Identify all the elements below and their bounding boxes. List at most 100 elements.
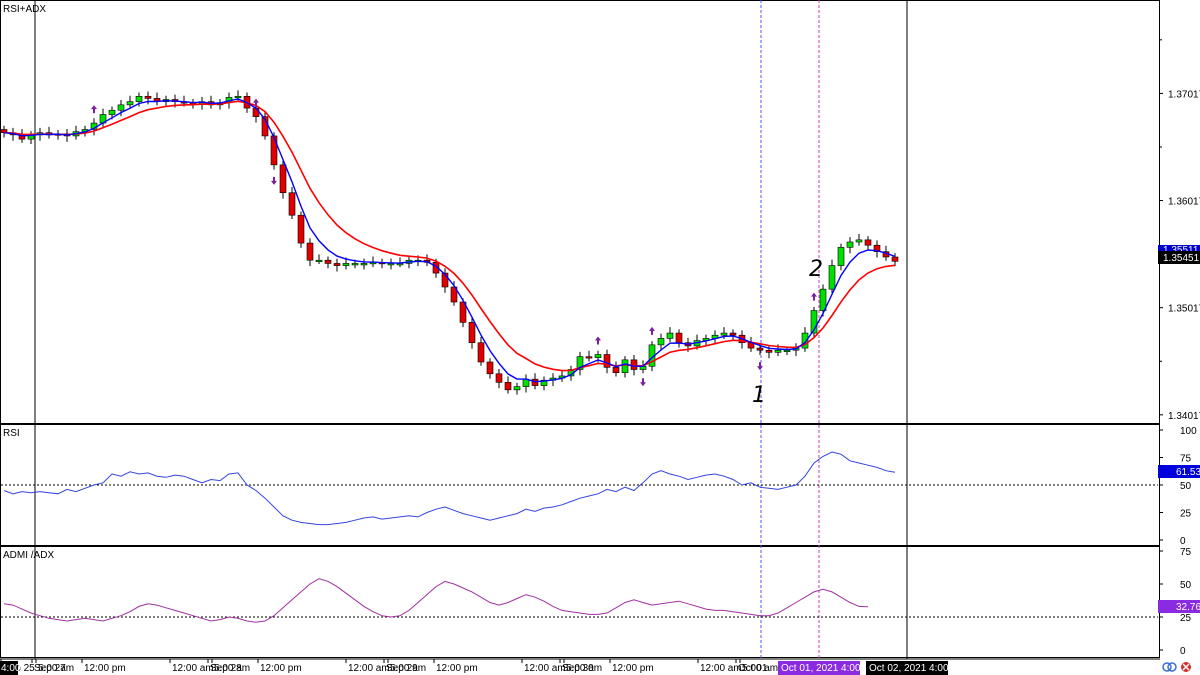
time-tag-2: Oct 02, 2021 4:00 am — [866, 661, 965, 675]
candle-body — [288, 192, 296, 216]
candle-body — [801, 332, 809, 349]
candle-body — [441, 272, 449, 288]
time-tag-left: 4:00 — [1, 663, 21, 674]
candle-body — [585, 356, 593, 359]
adx-value-label: 32.76 — [1176, 602, 1200, 613]
candle-body — [621, 359, 629, 374]
price-panel-title: RSI+ADX — [3, 4, 46, 15]
candle-body — [819, 288, 827, 311]
price-tick-label: 1.35017 — [1168, 304, 1200, 315]
candle-body — [675, 332, 683, 344]
time-tick-label: Sep 27 — [34, 663, 66, 674]
link-icon[interactable] — [1162, 662, 1177, 672]
candle-body — [666, 332, 674, 339]
close-icon[interactable] — [1181, 662, 1191, 672]
up-arrow-icon — [91, 105, 97, 114]
time-tick-label: 5:00 am — [566, 663, 602, 674]
time-tick-label: Sep 29 — [386, 663, 418, 674]
vertical-marker-lines — [34, 0, 908, 659]
up-arrow-icon — [595, 336, 601, 345]
candle-body — [765, 349, 773, 353]
annotation-2: 2 — [809, 257, 823, 282]
time-tick-label: 5:00 am — [38, 663, 74, 674]
candle-body — [828, 265, 836, 290]
rsi-value-tag: 61.53 — [1158, 465, 1200, 478]
panel-frames — [0, 0, 1160, 658]
moving-averages — [3, 98, 896, 383]
candle-body — [144, 95, 152, 99]
rsi-tick-label: 50 — [1180, 481, 1192, 492]
rsi-tick-label: 25 — [1180, 509, 1192, 520]
price-axis: 1.37017 1.36017 1.35017 1.34017 — [1159, 39, 1200, 422]
candle-body — [720, 332, 728, 336]
candle-body — [450, 286, 458, 303]
candle-body — [495, 373, 503, 383]
candle-body — [234, 95, 242, 99]
down-arrow-icon — [640, 378, 646, 387]
rsi-tick-label: 75 — [1180, 454, 1192, 465]
adx-tick-label: 0 — [1180, 646, 1186, 657]
candle-body — [810, 310, 818, 334]
price-tick-label: 1.34017 — [1168, 411, 1200, 422]
candle-body — [612, 367, 620, 374]
candle-body — [360, 263, 368, 266]
current-price-label: 1.35451 — [1163, 253, 1200, 264]
signal-arrows — [91, 98, 817, 387]
rsi-value-label: 61.53 — [1176, 467, 1200, 478]
up-arrow-icon — [253, 98, 259, 107]
candle-body — [774, 349, 782, 353]
candle-body — [891, 256, 899, 262]
time-tick-label: 12:00 pm — [260, 663, 302, 674]
candle-body — [576, 356, 584, 370]
time-tick-label: 12:00 pm — [612, 663, 654, 674]
candle-body — [315, 259, 323, 263]
rsi-line — [3, 451, 896, 526]
time-tick-label: 12:00 pm — [84, 663, 126, 674]
candle-body — [135, 95, 143, 102]
candle-body — [270, 135, 278, 166]
candle-body — [864, 239, 872, 246]
rsi-tick-label: 0 — [1180, 536, 1186, 547]
time-tick-label: Sep 28 — [210, 663, 242, 674]
adx-tick-label: 75 — [1180, 547, 1192, 558]
adx-panel-title: ADMI /ADX — [3, 550, 54, 561]
candle-body — [783, 349, 791, 353]
time-tick-label: Sep 25 — [3, 663, 35, 674]
candle-body — [468, 322, 476, 344]
candle-body — [846, 241, 854, 248]
candle-body — [333, 263, 341, 266]
candle-body — [459, 301, 467, 323]
time-tag-1: Oct 01, 2021 4:00 pm — [778, 661, 877, 675]
candle-body — [126, 101, 134, 106]
time-tick-label: 12:00 am — [700, 663, 742, 674]
price-tick-label: 1.37017 — [1168, 89, 1200, 100]
time-tick-label: 5:00 am — [742, 663, 778, 674]
last-price-tag: 1.35511 1.35451 — [1158, 245, 1200, 264]
up-arrow-icon — [811, 292, 817, 301]
candle-body — [873, 244, 881, 252]
candle-body — [324, 259, 332, 264]
candle-body — [306, 242, 314, 261]
candle-body — [540, 379, 548, 386]
down-arrow-icon — [757, 362, 763, 371]
adx-tick-label: 50 — [1180, 580, 1192, 591]
candle-body — [855, 239, 863, 243]
candle-body — [513, 386, 521, 391]
adx-value-tag: 32.76 — [1158, 600, 1200, 613]
candle-body — [342, 263, 350, 266]
annotation-1: 1 — [752, 383, 766, 408]
time-tag-1-label: Oct 01, 2021 4:00 pm — [781, 663, 877, 674]
time-tick-label: 12:00 am — [172, 663, 214, 674]
candle-body — [486, 361, 494, 375]
candle-body — [657, 338, 665, 346]
candle-body — [594, 354, 602, 359]
candle-body — [279, 164, 287, 194]
time-tick-label: 12:00 am — [348, 663, 390, 674]
time-tick-label: Oct 01 — [738, 663, 768, 674]
candle-body — [297, 214, 305, 244]
time-tag-crosshair: 4:00 — [0, 661, 21, 675]
rsi-tick-label: 100 — [1180, 426, 1197, 437]
time-tick-label: 5:00 am — [214, 663, 250, 674]
